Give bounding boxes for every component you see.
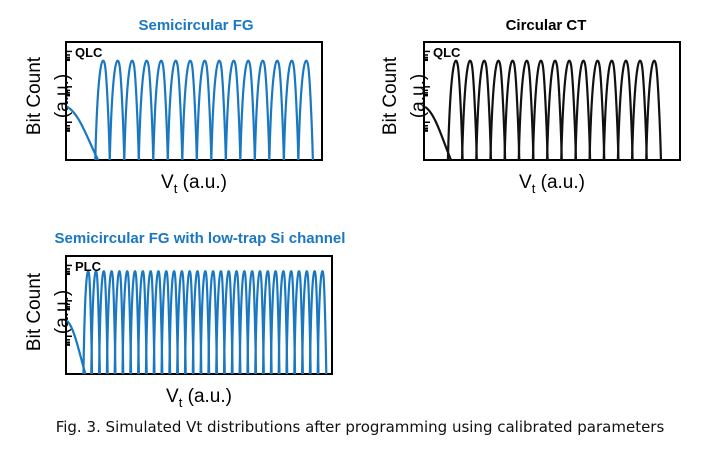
cell-type-tag: QLC bbox=[433, 45, 461, 60]
program-state-curve bbox=[224, 59, 242, 161]
plot-frame bbox=[65, 41, 323, 161]
program-state-curve bbox=[253, 59, 271, 161]
ylabel: Bit Count bbox=[24, 56, 45, 135]
y-ticks bbox=[66, 264, 72, 346]
program-state-curve bbox=[152, 59, 169, 161]
program-state-curve bbox=[630, 59, 648, 161]
curves bbox=[66, 270, 328, 375]
ylabel: Bit Count bbox=[24, 272, 45, 351]
program-state-curve bbox=[210, 59, 227, 161]
program-state-curve bbox=[316, 270, 328, 375]
plot-frame bbox=[65, 255, 333, 375]
program-state-curve bbox=[181, 59, 198, 161]
curves bbox=[424, 59, 663, 161]
y-axis-label: Bit Count (a.u.) bbox=[380, 56, 429, 135]
panel-title: Circular CT bbox=[506, 17, 587, 34]
panel-semicircular-fg-low-trap: Semicircular FG with low-trap Si channel… bbox=[24, 230, 345, 410]
panel-title: Semicircular FG with low-trap Si channel bbox=[55, 230, 346, 247]
program-state-curve bbox=[268, 59, 285, 161]
cell-type-tag: QLC bbox=[75, 45, 103, 60]
program-state-curve bbox=[616, 59, 634, 161]
program-state-curve bbox=[460, 59, 478, 161]
plot-frame bbox=[423, 41, 681, 161]
program-state-curve bbox=[282, 59, 300, 161]
ylabel: Bit Count bbox=[380, 56, 401, 135]
program-state-curve bbox=[446, 59, 464, 161]
xlabel: Vt (a.u.) bbox=[161, 172, 227, 196]
program-state-curve bbox=[545, 59, 563, 161]
figure-caption: Fig. 3. Simulated Vt distributions after… bbox=[55, 418, 665, 436]
program-state-curve bbox=[94, 59, 111, 161]
program-state-curve bbox=[517, 59, 535, 161]
program-state-curve bbox=[123, 59, 140, 161]
program-state-curve bbox=[560, 59, 578, 161]
cell-type-tag: PLC bbox=[75, 259, 102, 274]
program-state-curve bbox=[108, 59, 126, 161]
program-state-curve bbox=[531, 59, 549, 161]
program-state-curve bbox=[239, 59, 256, 161]
program-state-curve bbox=[137, 59, 155, 161]
curves bbox=[66, 59, 314, 161]
program-state-curve bbox=[645, 59, 663, 161]
program-state-curve bbox=[602, 59, 620, 161]
y-ticks bbox=[66, 50, 72, 132]
panel-title: Semicircular FG bbox=[138, 17, 253, 34]
program-state-curve bbox=[588, 59, 606, 161]
panel-semicircular-fg: Semicircular FG Bit Count (a.u.) QLC Vt … bbox=[24, 17, 323, 196]
panel-circular-ct: Circular CT Bit Count (a.u.) QLC Vt (a.u… bbox=[380, 17, 681, 196]
program-state-curve bbox=[574, 59, 592, 161]
program-state-curve bbox=[503, 59, 521, 161]
xlabel: Vt (a.u.) bbox=[166, 386, 232, 410]
ylabel-unit: (a.u.) bbox=[52, 290, 73, 334]
program-state-curve bbox=[166, 59, 184, 161]
y-ticks bbox=[424, 50, 430, 132]
program-state-curve bbox=[195, 59, 213, 161]
program-state-curve bbox=[475, 59, 493, 161]
program-state-curve bbox=[489, 59, 507, 161]
program-state-curve bbox=[297, 59, 314, 161]
xlabel: Vt (a.u.) bbox=[519, 172, 585, 196]
